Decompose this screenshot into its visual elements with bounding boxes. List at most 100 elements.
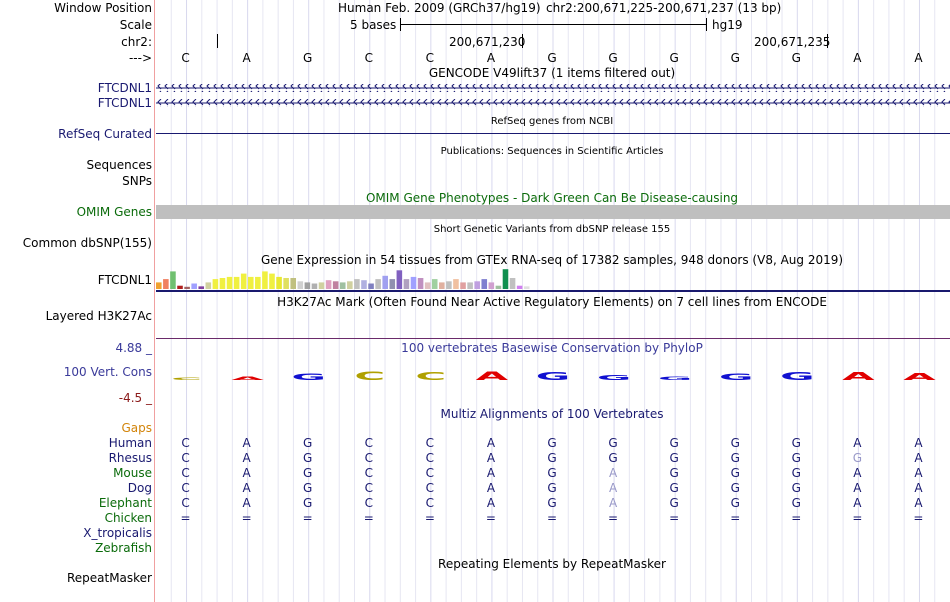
species-label[interactable]: Zebrafish [95,541,152,555]
gtex-bar [375,279,381,289]
scale-bar [400,24,706,25]
base-letter: C [181,51,190,65]
base-letter: A [853,51,862,65]
alignment-base: A [486,451,496,465]
gtex-bar [382,275,388,289]
pubs-track-title[interactable]: Publications: Sequences in Scientific Ar… [440,146,664,157]
dbsnp-track-title[interactable]: Short Genetic Variants from dbSNP releas… [433,224,671,235]
cons-logo-letter: A [231,376,263,381]
gtex-bar [439,282,445,289]
gtex-bar [453,279,459,289]
scale-db: hg19 [712,18,743,32]
alignment-base: C [425,496,435,510]
base-letter: A [486,51,496,65]
alignment-base: A [242,451,251,465]
species-label[interactable]: Elephant [98,496,152,510]
cons-track-title[interactable]: 100 vertebrates Basewise Conservation by… [401,341,703,355]
alignment-base: = [852,511,863,525]
gencode-gene-label-2[interactable]: FTCDNL1 [97,96,152,110]
alignment-base: A [486,496,496,510]
gencode-track-title[interactable]: GENCODE V49lift37 (1 items filtered out) [428,66,676,80]
gtex-bar [354,279,360,289]
gtex-gene-label[interactable]: FTCDNL1 [97,273,152,287]
gtex-track-title[interactable]: Gene Expression in 54 tissues from GTEx … [260,253,844,267]
alignment-base: A [914,451,923,465]
gtex-bar [396,270,403,289]
gtex-bar [212,279,219,289]
species-label[interactable]: X_tropicalis [83,526,152,540]
gencode-gene-label-1[interactable]: FTCDNL1 [97,81,152,95]
alignment-base: = [363,511,374,525]
alignment-base: C [364,466,373,480]
ruler-coord-1: 200,671,230 [449,35,526,49]
alignment-base: G [791,481,801,495]
refseq-track-label[interactable]: RefSeq Curated [58,127,152,141]
scale-bar-right-tick [706,18,707,31]
strand-label: ---> [128,51,152,65]
species-label[interactable]: Chicken [104,511,152,525]
refseq-track-title[interactable]: RefSeq genes from NCBI [490,116,614,127]
alignment-base: G [608,436,618,450]
alignment-base: G [669,466,679,480]
gencode-gene-features[interactable] [156,82,950,110]
alignment-base: G [791,451,801,465]
alignment-base: G [303,481,313,495]
repeat-track-label[interactable]: RepeatMasker [66,571,152,585]
gtex-bar [290,278,297,289]
gtex-bar [205,282,212,289]
cons-logo-letter: A [476,370,509,382]
h3k27ac-track-title[interactable]: H3K27Ac Mark (Often Found Near Active Re… [277,295,827,309]
dbsnp-track-label[interactable]: Common dbSNP(155) [22,236,152,250]
repeat-track-title[interactable]: Repeating Elements by RepeatMasker [438,557,666,571]
species-label[interactable]: Rhesus [108,451,152,465]
base-letter: G [303,51,313,65]
alignment-base: C [425,481,435,495]
snps-track-label[interactable]: SNPs [122,174,152,188]
alignment-base: A [914,496,923,510]
gtex-bar [446,281,452,289]
alignment-base: A [853,466,862,480]
gtex-bar [163,279,169,289]
alignment-base: A [914,436,923,450]
gtex-bar [297,281,304,289]
alignment-base: C [181,466,190,480]
gtex-bar [269,273,275,289]
multiz-track-title[interactable]: Multiz Alignments of 100 Vertebrates [440,407,664,421]
alignment-base: G [852,451,863,465]
alignment-base: G [730,451,740,465]
base-letter: C [364,51,373,65]
gtex-bar [347,281,353,289]
cons-axis-max: 4.88 _ [115,341,152,355]
refseq-gene-line[interactable] [156,133,950,134]
h3k27ac-baseline [156,338,950,339]
omim-track-label[interactable]: OMIM Genes [76,205,152,219]
gtex-bar [276,276,282,289]
gtex-bar [516,285,523,289]
alignment-base: = [424,511,435,525]
alignment-base: = [608,511,619,525]
species-label[interactable]: Mouse [113,466,152,480]
cons-logo-letter: G [658,376,692,381]
base-letter: C [425,51,435,65]
gaps-label[interactable]: Gaps [121,421,152,435]
gtex-bar [467,282,473,289]
alignment-base: A [486,436,496,450]
sequences-track-label[interactable]: Sequences [86,158,152,172]
label-divider [154,0,155,602]
species-label[interactable]: Human [108,436,152,450]
gtex-expression-bars[interactable] [156,266,950,290]
ruler-tick-2 [522,34,523,48]
alignment-base: G [547,436,557,450]
alignment-base: C [425,466,435,480]
h3k27ac-track-label[interactable]: Layered H3K27Ac [45,309,152,323]
cons-logo-letter: C [171,377,202,381]
cons-axis-min: -4.5 _ [118,391,152,405]
omim-track-title[interactable]: OMIM Gene Phenotypes - Dark Green Can Be… [365,191,739,205]
cons-logo-letter: G [291,372,325,382]
cons-track-label[interactable]: 100 Vert. Cons [63,365,152,379]
alignment-base: = [485,511,496,525]
species-label[interactable]: Dog [127,481,152,495]
gtex-bar [410,276,417,289]
omim-gene-bar[interactable] [156,205,950,219]
